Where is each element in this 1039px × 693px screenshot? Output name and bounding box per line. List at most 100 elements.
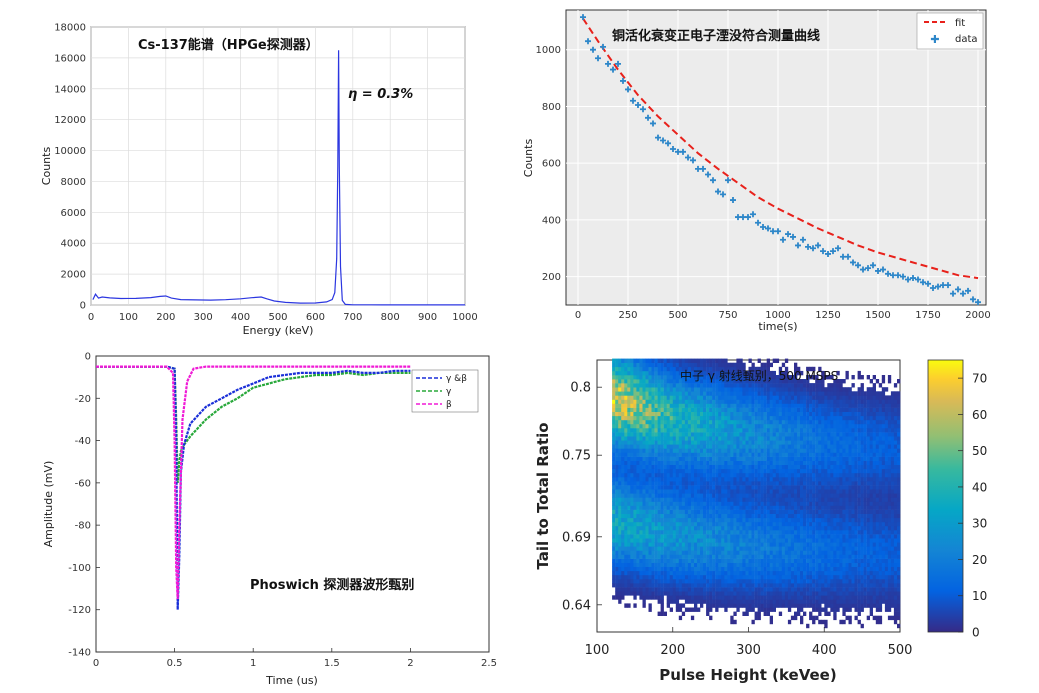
x-axis-label: time(s) — [758, 320, 797, 333]
heatmap-cell — [830, 513, 834, 519]
heatmap-cell — [709, 489, 713, 494]
heatmap-cell — [678, 456, 683, 461]
heatmap-cell — [836, 468, 840, 474]
heatmap-cell — [748, 525, 752, 531]
heatmap-cell — [736, 489, 740, 494]
heatmap-cell — [642, 407, 646, 412]
heatmap-cell — [827, 566, 831, 572]
heatmap-cell — [848, 607, 852, 612]
heatmap-cell — [627, 383, 631, 388]
heatmap-cell — [836, 505, 840, 510]
data-point — [810, 245, 816, 252]
heatmap-cell — [627, 550, 631, 555]
heatmap-cell — [848, 472, 852, 478]
heatmap-cell — [821, 607, 825, 612]
y-tick-label: 10000 — [54, 146, 86, 157]
heatmap-cell — [733, 477, 737, 482]
heatmap-cell — [690, 411, 695, 417]
heatmap-cell — [790, 468, 795, 474]
heatmap-cell — [821, 395, 825, 400]
heatmap-cell — [712, 415, 716, 421]
heatmap-cell — [712, 403, 716, 408]
heatmap-cell — [697, 591, 701, 596]
heatmap-cell — [636, 403, 640, 408]
heatmap-cell — [718, 468, 722, 474]
heatmap-cell — [727, 579, 731, 584]
heatmap-cell — [645, 595, 649, 600]
heatmap-cell — [700, 534, 704, 539]
heatmap-cell — [627, 525, 631, 531]
heatmap-cell — [821, 538, 825, 543]
heatmap-cell — [630, 464, 634, 470]
heatmap-cell — [618, 440, 622, 445]
heatmap-cell — [615, 423, 619, 429]
heatmap-cell — [639, 587, 643, 592]
heatmap-cell — [690, 358, 695, 363]
heatmap-cell — [781, 550, 786, 555]
heatmap-cell — [806, 579, 810, 584]
heatmap-cell — [760, 423, 764, 429]
heatmap-cell — [718, 566, 722, 572]
heatmap-cell — [651, 370, 655, 376]
heatmap-cell — [672, 493, 677, 498]
heatmap-cell — [687, 489, 692, 494]
heatmap-cell — [721, 538, 725, 543]
heatmap-cell — [842, 538, 846, 543]
heatmap-cell — [639, 546, 643, 551]
heatmap-cell — [751, 460, 755, 465]
heatmap-cell — [627, 489, 631, 494]
heatmap-cell — [706, 570, 710, 576]
heatmap-cell — [781, 362, 786, 368]
heatmap-cell — [627, 505, 631, 510]
heatmap-cell — [621, 570, 625, 576]
heatmap-cell — [700, 432, 704, 437]
heatmap-cell — [818, 440, 822, 445]
heatmap-cell — [715, 513, 719, 519]
heatmap-cell — [827, 554, 831, 559]
heatmap-cell — [636, 538, 640, 543]
heatmap-cell — [751, 436, 755, 441]
heatmap-cell — [678, 444, 683, 449]
heatmap-cell — [615, 419, 619, 425]
heatmap-cell — [694, 574, 698, 580]
heatmap-cell — [815, 387, 819, 392]
heatmap-cell — [715, 591, 719, 596]
heatmap-cell — [742, 411, 746, 417]
heatmap-cell — [612, 546, 616, 551]
heatmap-cell — [687, 493, 692, 498]
heatmap-cell — [809, 391, 813, 396]
heatmap-cell — [703, 574, 707, 580]
heatmap-cell — [630, 366, 634, 372]
heatmap-cell — [775, 464, 780, 470]
heatmap-cell — [642, 501, 646, 506]
heatmap-cell — [803, 387, 807, 392]
heatmap-cell — [615, 525, 619, 531]
heatmap-cell — [824, 591, 828, 596]
heatmap-cell — [769, 419, 773, 425]
chart-title: 铜活化衰变正电子湮没符合测量曲线 — [611, 28, 820, 44]
heatmap-cell — [654, 566, 658, 572]
heatmap-cell — [700, 558, 704, 563]
heatmap-cell — [772, 423, 776, 429]
heatmap-cell — [663, 591, 667, 596]
heatmap-cell — [721, 591, 725, 596]
heatmap-cell — [690, 460, 695, 465]
heatmap-cell — [712, 391, 716, 396]
heatmap-cell — [654, 579, 658, 584]
heatmap-cell — [621, 395, 625, 400]
heatmap-cell — [757, 566, 761, 572]
heatmap-cell — [794, 411, 798, 417]
heatmap-cell — [615, 387, 619, 392]
heatmap-cell — [694, 358, 698, 363]
heatmap-cell — [827, 497, 831, 502]
heatmap-cell — [697, 493, 701, 498]
heatmap-cell — [624, 546, 628, 551]
heatmap-cell — [769, 534, 773, 539]
heatmap-cell — [730, 595, 734, 600]
heatmap-cell — [703, 530, 707, 535]
heatmap-cell — [612, 444, 616, 449]
heatmap-cell — [818, 419, 822, 425]
heatmap-cell — [666, 554, 670, 559]
heatmap-cell — [615, 464, 619, 470]
